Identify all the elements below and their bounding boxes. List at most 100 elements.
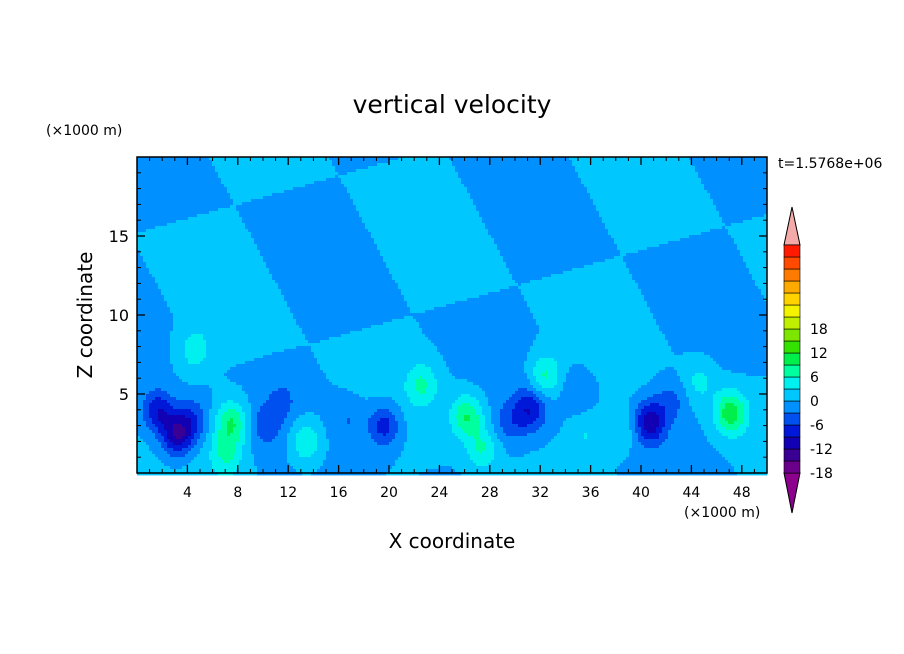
heatmap-cell: [422, 187, 426, 191]
heatmap-cell: [665, 163, 669, 167]
heatmap-cell: [161, 220, 165, 224]
heatmap-cell: [428, 223, 432, 227]
heatmap-cell: [530, 172, 534, 176]
heatmap-cell: [419, 220, 423, 224]
heatmap-cell: [296, 157, 300, 161]
heatmap-cell: [395, 163, 399, 167]
heatmap-cell: [680, 220, 684, 224]
heatmap-cell: [530, 157, 534, 161]
heatmap-cell: [557, 199, 561, 203]
heatmap-cell: [329, 160, 333, 164]
heatmap-cell: [464, 175, 468, 179]
heatmap-cell: [575, 169, 579, 173]
heatmap-cell: [383, 160, 387, 164]
heatmap-cell: [254, 211, 258, 215]
heatmap-cell: [401, 157, 405, 161]
heatmap-cell: [404, 169, 408, 173]
heatmap-cell: [158, 226, 162, 230]
heatmap-cell: [599, 202, 603, 206]
heatmap-cell: [629, 220, 633, 224]
heatmap-cell: [419, 193, 423, 197]
heatmap-cell: [632, 160, 636, 164]
heatmap-cell: [323, 172, 327, 176]
heatmap-cell: [596, 160, 600, 164]
heatmap-cell: [485, 196, 489, 200]
heatmap-cell: [203, 208, 207, 212]
heatmap-cell: [332, 205, 336, 209]
heatmap-cell: [485, 223, 489, 227]
heatmap-cell: [680, 166, 684, 170]
heatmap-cell: [452, 220, 456, 224]
heatmap-cell: [317, 169, 321, 173]
heatmap-cell: [461, 208, 465, 212]
heatmap-cell: [233, 172, 237, 176]
heatmap-cell: [623, 187, 627, 191]
heatmap-cell: [260, 220, 264, 224]
heatmap-cell: [497, 220, 501, 224]
heatmap-cell: [410, 214, 414, 218]
heatmap-cell: [524, 199, 528, 203]
heatmap-cell: [707, 205, 711, 209]
heatmap-cell: [281, 217, 285, 221]
heatmap-cell: [218, 166, 222, 170]
heatmap-cell: [713, 220, 717, 224]
heatmap-cell: [500, 184, 504, 188]
heatmap-cell: [416, 196, 420, 200]
heatmap-cell: [179, 190, 183, 194]
heatmap-cell: [731, 211, 735, 215]
heatmap-cell: [548, 205, 552, 209]
heatmap-cell: [512, 175, 516, 179]
heatmap-cell: [608, 178, 612, 182]
heatmap-cell: [461, 178, 465, 182]
heatmap-cell: [695, 160, 699, 164]
heatmap-cell: [377, 175, 381, 179]
heatmap-cell: [659, 160, 663, 164]
heatmap-cell: [317, 226, 321, 230]
heatmap-cell: [638, 220, 642, 224]
heatmap-cell: [278, 193, 282, 197]
heatmap-cell: [734, 193, 738, 197]
heatmap-cell: [191, 217, 195, 221]
heatmap-cell: [605, 208, 609, 212]
heatmap-cell: [254, 166, 258, 170]
heatmap-cell: [323, 169, 327, 173]
heatmap-cell: [722, 199, 726, 203]
heatmap-cell: [176, 166, 180, 170]
heatmap-cell: [383, 166, 387, 170]
heatmap-cell: [581, 178, 585, 182]
heatmap-cell: [689, 196, 693, 200]
heatmap-cell: [572, 208, 576, 212]
heatmap-cell: [722, 184, 726, 188]
heatmap-cell: [398, 166, 402, 170]
heatmap-cell: [755, 157, 759, 161]
heatmap-cell: [671, 208, 675, 212]
heatmap-cell: [305, 175, 309, 179]
heatmap-cell: [179, 187, 183, 191]
heatmap-cell: [593, 175, 597, 179]
heatmap-cell: [446, 211, 450, 215]
heatmap-cell: [263, 220, 267, 224]
heatmap-cell: [299, 223, 303, 227]
heatmap-cell: [224, 166, 228, 170]
heatmap-cell: [605, 181, 609, 185]
heatmap-cell: [560, 190, 564, 194]
heatmap-cell: [338, 220, 342, 224]
heatmap-cell: [206, 220, 210, 224]
heatmap-cell: [167, 163, 171, 167]
heatmap-cell: [677, 220, 681, 224]
heatmap-cell: [146, 175, 150, 179]
heatmap-cell: [215, 214, 219, 218]
heatmap-cell: [407, 172, 411, 176]
heatmap-cell: [620, 160, 624, 164]
heatmap-cell: [605, 190, 609, 194]
heatmap-cell: [425, 169, 429, 173]
heatmap-cell: [626, 160, 630, 164]
heatmap-cell: [374, 211, 378, 215]
heatmap-cell: [224, 217, 228, 221]
heatmap-cell: [329, 181, 333, 185]
heatmap-cell: [626, 199, 630, 203]
heatmap-cell: [686, 217, 690, 221]
heatmap-cell: [590, 202, 594, 206]
heatmap-cell: [518, 208, 522, 212]
heatmap-cell: [140, 181, 144, 185]
